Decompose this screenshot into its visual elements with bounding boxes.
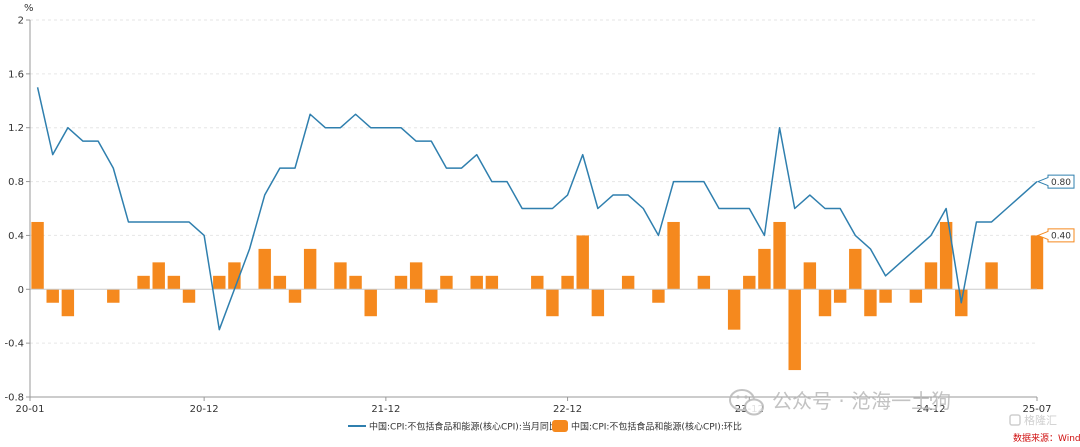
bar <box>576 235 589 290</box>
y-tick-label: 0.4 <box>8 231 24 242</box>
logo-text: 格隆汇 <box>1024 413 1057 427</box>
bar <box>591 289 605 317</box>
bar <box>288 289 302 303</box>
y-tick-label: 1.6 <box>8 69 24 80</box>
legend[interactable]: 中国:CPI:不包括食品和能源(核心CPI):当月同比 中国:CPI:不包括食品… <box>348 420 742 433</box>
bar <box>773 221 786 290</box>
y-tick-label: -0.4 <box>4 339 24 350</box>
bar <box>985 262 998 290</box>
bar <box>364 289 377 317</box>
y-tick-label: 0 <box>18 285 24 296</box>
bar <box>818 289 832 317</box>
bar <box>727 289 741 330</box>
bar <box>303 248 317 290</box>
watermark-text: 公众号 · 沧海一土狗 <box>772 389 951 413</box>
line-end-badge-box <box>1036 174 1075 189</box>
x-tick-label: 21-12 <box>371 404 400 415</box>
bar <box>758 248 771 290</box>
badge-layer: 0.80 0.40 <box>1036 174 1075 243</box>
bar <box>833 289 847 303</box>
bar <box>909 289 923 303</box>
axis-layer: 2 1.6 1.2 0.8 0.4 0 -0.4 -0.820-01 20-12 21-12 22-… <box>4 16 1051 416</box>
bar <box>1030 235 1044 290</box>
line-end-badge-text: 0.80 <box>1051 178 1071 188</box>
logo: 格隆汇 <box>1009 413 1057 427</box>
bar <box>743 275 756 290</box>
bar <box>879 289 892 303</box>
bar <box>697 275 711 290</box>
bar <box>137 275 150 290</box>
bar-end-badge-text: 0.40 <box>1051 232 1071 242</box>
line-layer <box>36 87 1038 331</box>
y-tick-label: 0.8 <box>8 177 24 188</box>
y-tick-label: 1.2 <box>8 123 24 134</box>
x-tick-label: 20-01 <box>15 404 44 415</box>
bar <box>167 275 181 290</box>
bar-end-badge-box <box>1036 228 1075 243</box>
legend-bar-swatch <box>552 420 568 432</box>
legend-item-bar[interactable]: 中国:CPI:不包括食品和能源(核心CPI):环比 <box>552 420 742 433</box>
x-tick-label: 25-07 <box>1022 404 1051 415</box>
bar <box>107 289 120 303</box>
bar <box>440 275 453 290</box>
bar <box>470 275 483 290</box>
bar <box>803 262 817 290</box>
bar <box>425 289 438 303</box>
bar <box>409 262 423 290</box>
x-tick-label: 20-12 <box>190 404 219 415</box>
bar <box>258 248 271 290</box>
bar <box>939 221 953 290</box>
logo-icon <box>1009 414 1021 426</box>
bars-layer <box>31 221 1044 371</box>
bar <box>213 275 226 290</box>
bar <box>621 275 635 290</box>
bar <box>31 221 44 290</box>
y-tick-label: 2 <box>18 16 24 27</box>
x-tick-label: 24-12 <box>916 404 945 415</box>
bar <box>349 275 362 290</box>
bar <box>561 275 574 290</box>
bar <box>652 289 665 303</box>
bar <box>273 275 287 290</box>
bar <box>667 221 680 290</box>
source-label: 数据来源：Wind <box>1013 432 1080 444</box>
legend-label-bar: 中国:CPI:不包括食品和能源(核心CPI):环比 <box>571 421 742 433</box>
bar <box>46 289 59 303</box>
watermark: 公众号 · 沧海一土狗 <box>729 389 951 416</box>
bar <box>788 289 801 371</box>
bar <box>546 289 559 317</box>
bar <box>849 248 862 290</box>
y-tick-label: -0.8 <box>4 393 24 404</box>
legend-label-line: 中国:CPI:不包括食品和能源(核心CPI):当月同比 <box>369 421 558 433</box>
bar <box>394 275 408 290</box>
x-tick-label: 22-12 <box>553 404 582 415</box>
wechat-icon <box>729 389 764 416</box>
bar <box>485 275 499 290</box>
bar <box>152 262 165 290</box>
bar <box>334 262 347 290</box>
y-unit-label: % <box>24 3 34 14</box>
bar <box>61 289 75 317</box>
series-line <box>36 87 1038 331</box>
bar <box>924 262 938 290</box>
legend-item-line[interactable]: 中国:CPI:不包括食品和能源(核心CPI):当月同比 <box>348 421 558 433</box>
bar <box>531 275 544 290</box>
bar <box>864 289 877 317</box>
bar <box>182 289 196 303</box>
